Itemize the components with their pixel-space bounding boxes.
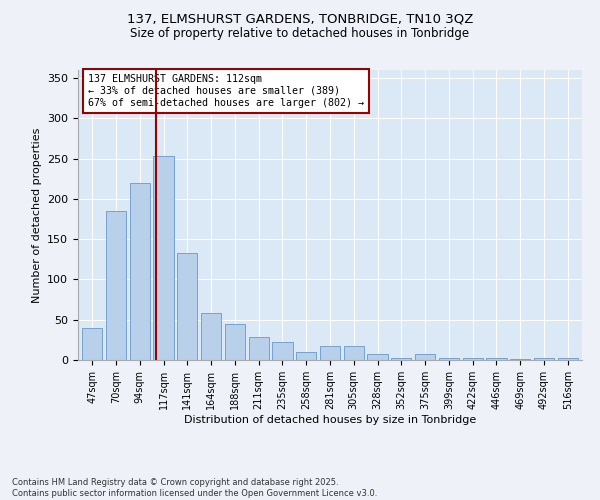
Bar [367,354,388,360]
Bar [154,156,173,360]
Bar [130,183,150,360]
Text: 137, ELMSHURST GARDENS, TONBRIDGE, TN10 3QZ: 137, ELMSHURST GARDENS, TONBRIDGE, TN10 … [127,12,473,26]
Bar [320,346,340,360]
Bar [463,358,483,360]
Bar [534,358,554,360]
Text: Size of property relative to detached houses in Tonbridge: Size of property relative to detached ho… [130,28,470,40]
Bar [225,324,245,360]
Bar [201,314,221,360]
Bar [487,358,506,360]
Bar [557,358,578,360]
Bar [248,338,269,360]
X-axis label: Distribution of detached houses by size in Tonbridge: Distribution of detached houses by size … [184,414,476,424]
Bar [439,358,459,360]
Bar [272,342,293,360]
Bar [344,346,364,360]
Bar [82,328,103,360]
Y-axis label: Number of detached properties: Number of detached properties [32,128,41,302]
Text: Contains HM Land Registry data © Crown copyright and database right 2025.
Contai: Contains HM Land Registry data © Crown c… [12,478,377,498]
Bar [296,352,316,360]
Bar [177,253,197,360]
Text: 137 ELMSHURST GARDENS: 112sqm
← 33% of detached houses are smaller (389)
67% of : 137 ELMSHURST GARDENS: 112sqm ← 33% of d… [88,74,364,108]
Bar [510,359,530,360]
Bar [415,354,435,360]
Bar [391,358,412,360]
Bar [106,211,126,360]
